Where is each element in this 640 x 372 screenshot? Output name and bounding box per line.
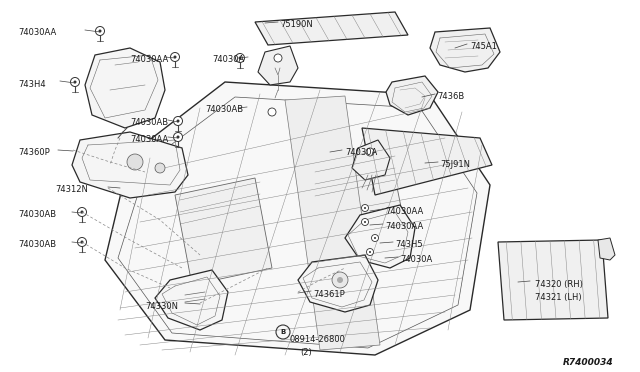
Circle shape: [364, 207, 366, 209]
Circle shape: [337, 277, 343, 283]
Circle shape: [81, 241, 83, 244]
Text: 74360P: 74360P: [18, 148, 50, 157]
Circle shape: [173, 116, 182, 125]
Polygon shape: [498, 240, 608, 320]
Circle shape: [239, 57, 241, 60]
Text: 74030AB: 74030AB: [130, 118, 168, 127]
Circle shape: [170, 52, 179, 61]
Polygon shape: [352, 140, 390, 180]
Circle shape: [362, 218, 369, 225]
Polygon shape: [118, 97, 477, 348]
Text: (2): (2): [300, 348, 312, 357]
Text: 74030A: 74030A: [345, 148, 377, 157]
Polygon shape: [258, 46, 298, 85]
Text: 74312N: 74312N: [55, 185, 88, 194]
Circle shape: [99, 29, 102, 32]
Text: 74361P: 74361P: [313, 290, 345, 299]
Circle shape: [127, 154, 143, 170]
Polygon shape: [285, 96, 380, 350]
Text: 74030A: 74030A: [400, 255, 432, 264]
Polygon shape: [85, 48, 165, 128]
Circle shape: [155, 163, 165, 173]
Text: R7400034: R7400034: [563, 358, 614, 367]
Text: B: B: [280, 329, 285, 335]
Text: 08914-26800: 08914-26800: [290, 335, 346, 344]
Circle shape: [362, 205, 369, 212]
Text: 743H4: 743H4: [18, 80, 45, 89]
Text: 75J91N: 75J91N: [440, 160, 470, 169]
Circle shape: [332, 272, 348, 288]
Text: 745A1: 745A1: [470, 42, 497, 51]
Circle shape: [77, 208, 86, 217]
Circle shape: [366, 148, 374, 156]
Polygon shape: [155, 270, 228, 330]
Circle shape: [70, 77, 79, 87]
Polygon shape: [72, 132, 188, 198]
Text: 74321 (LH): 74321 (LH): [535, 293, 582, 302]
Circle shape: [367, 248, 374, 256]
Polygon shape: [298, 255, 378, 312]
Text: 74030AB: 74030AB: [18, 210, 56, 219]
Circle shape: [81, 211, 83, 214]
Circle shape: [177, 135, 179, 138]
Polygon shape: [362, 128, 492, 195]
Circle shape: [74, 80, 77, 83]
Polygon shape: [386, 76, 438, 115]
Circle shape: [177, 119, 179, 122]
Circle shape: [371, 234, 378, 241]
Polygon shape: [105, 82, 490, 355]
Polygon shape: [175, 178, 272, 285]
Text: 74030AB: 74030AB: [205, 105, 243, 114]
Text: 74030A: 74030A: [212, 55, 244, 64]
Text: 743H5: 743H5: [395, 240, 422, 249]
Text: 7436B: 7436B: [437, 92, 464, 101]
Text: 74030AA: 74030AA: [385, 207, 423, 216]
Circle shape: [95, 26, 104, 35]
Polygon shape: [430, 28, 500, 72]
Circle shape: [268, 108, 276, 116]
Polygon shape: [598, 238, 615, 260]
Circle shape: [173, 55, 177, 58]
Circle shape: [274, 54, 282, 62]
Polygon shape: [310, 152, 408, 258]
Text: 74030AA: 74030AA: [385, 222, 423, 231]
Text: 74030AA: 74030AA: [130, 135, 168, 144]
Circle shape: [236, 54, 244, 62]
Text: 74320 (RH): 74320 (RH): [535, 280, 583, 289]
Circle shape: [364, 221, 366, 223]
Polygon shape: [345, 205, 415, 268]
Text: 74030AA: 74030AA: [130, 55, 168, 64]
Text: 74030AA: 74030AA: [18, 28, 56, 37]
Text: 74030AB: 74030AB: [18, 240, 56, 249]
Circle shape: [173, 132, 182, 141]
Circle shape: [374, 237, 376, 239]
Text: 75190N: 75190N: [280, 20, 313, 29]
Polygon shape: [255, 12, 408, 45]
Circle shape: [77, 237, 86, 247]
Circle shape: [369, 251, 371, 253]
Text: 74330N: 74330N: [145, 302, 178, 311]
